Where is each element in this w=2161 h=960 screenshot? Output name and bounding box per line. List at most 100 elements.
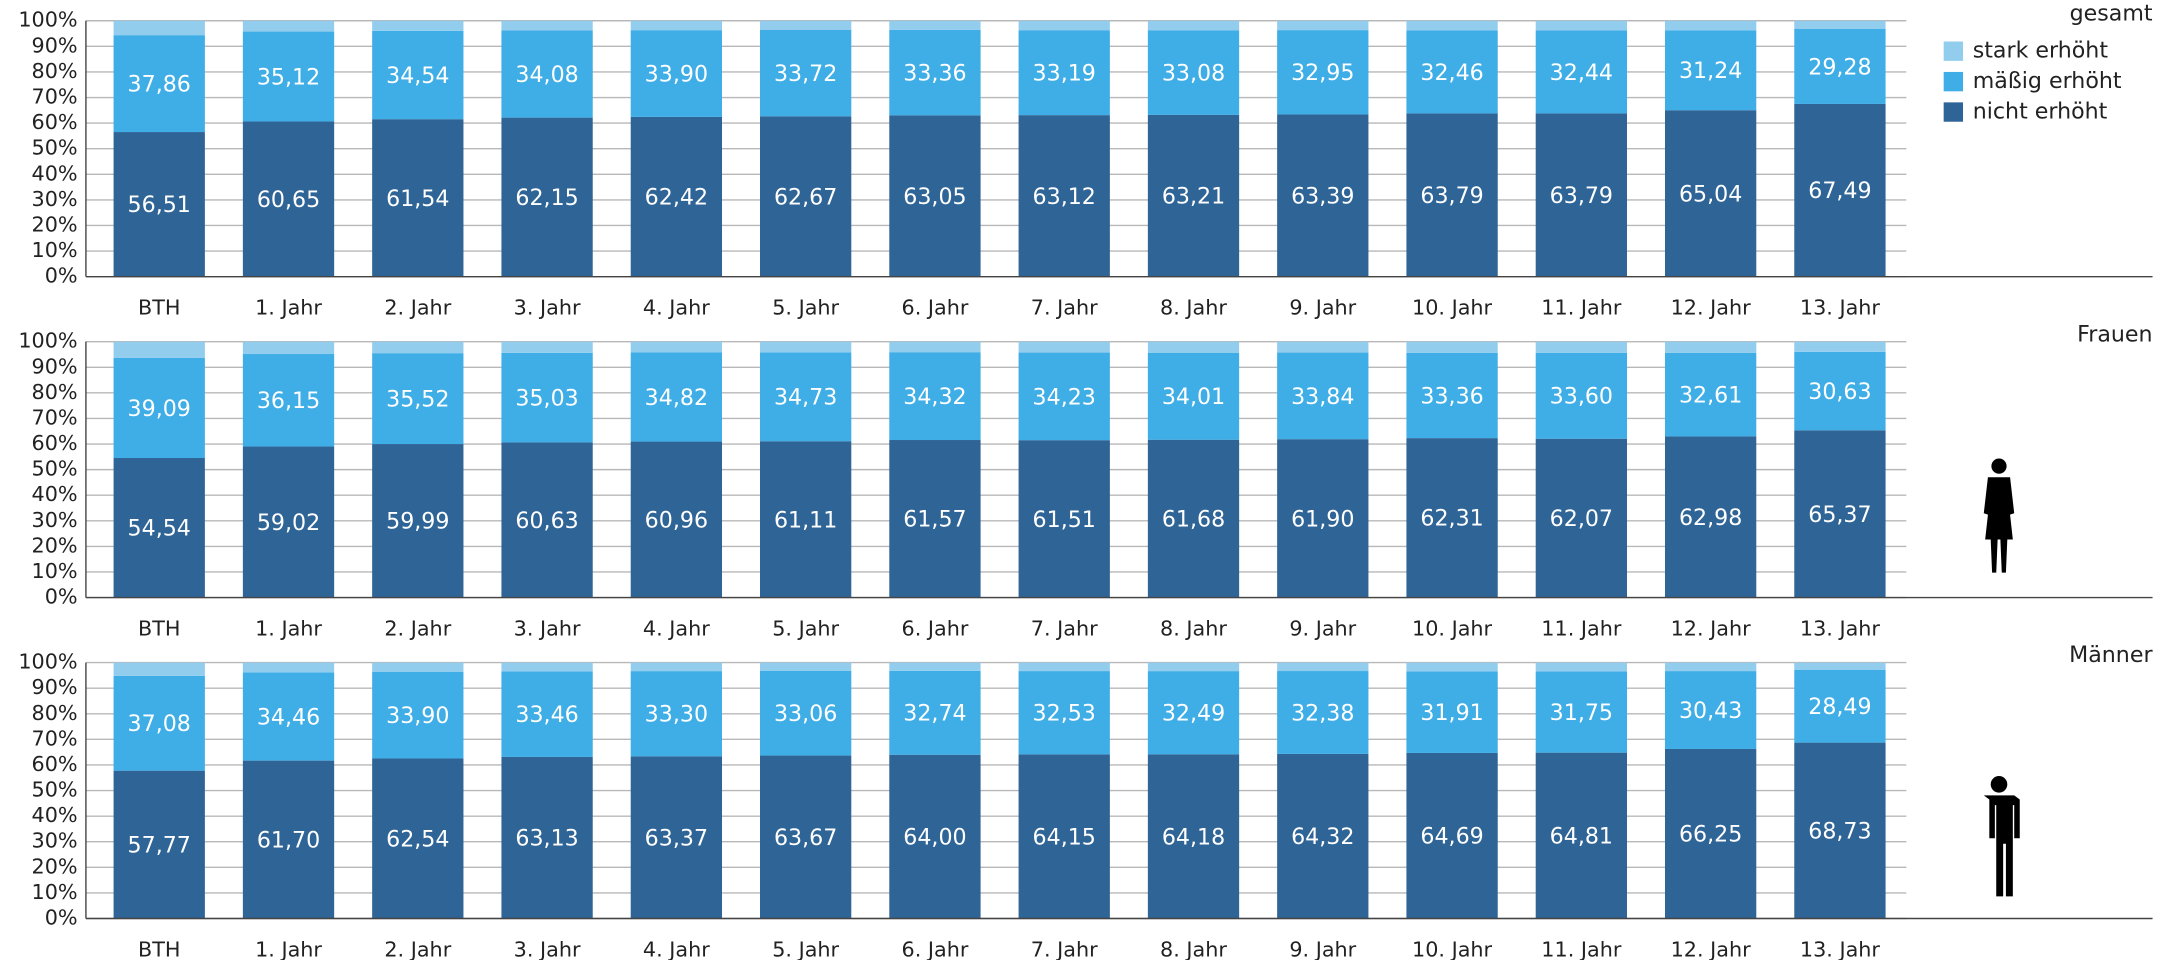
value-label: 62,98 — [1679, 505, 1742, 531]
y-tick-label: 30% — [32, 829, 78, 853]
y-tick-label: 80% — [32, 701, 78, 725]
bar-segment — [113, 341, 205, 358]
y-tick-label: 90% — [32, 354, 78, 378]
bar-segment — [889, 29, 981, 116]
x-tick-label: 10. Jahr — [1412, 616, 1493, 640]
bar-segment — [760, 341, 852, 353]
value-label: 32,95 — [1291, 60, 1354, 86]
value-label: 33,84 — [1291, 384, 1354, 410]
value-label: 33,72 — [774, 61, 837, 87]
bar-segment — [1664, 341, 1757, 353]
y-tick-label: 10% — [32, 880, 78, 904]
value-label: 67,49 — [1808, 178, 1871, 204]
bar-segment — [1147, 662, 1240, 672]
bar-segment — [1277, 20, 1369, 31]
bar-segment — [372, 119, 464, 277]
x-tick-label: 12. Jahr — [1671, 616, 1752, 640]
value-label: 64,18 — [1162, 824, 1225, 850]
value-label: 30,43 — [1679, 698, 1742, 724]
bar-segment — [1018, 662, 1110, 672]
value-label: 29,28 — [1808, 54, 1871, 80]
legend-swatch — [1943, 102, 1964, 122]
value-label: 63,37 — [645, 825, 708, 851]
bar-segment — [760, 670, 852, 756]
value-label: 35,03 — [515, 385, 578, 411]
bar-segment — [501, 117, 593, 277]
bar-segment — [760, 352, 852, 442]
bar-segment — [1277, 114, 1369, 277]
legend-label: stark erhöht — [1973, 38, 2109, 64]
y-tick-label: 60% — [32, 752, 78, 776]
y-tick-label: 0% — [45, 906, 78, 930]
value-label: 33,36 — [903, 61, 966, 87]
bar-segment — [1147, 754, 1240, 919]
bar-segment — [1277, 439, 1369, 598]
value-label: 61,11 — [774, 507, 837, 533]
value-label: 65,37 — [1808, 502, 1871, 528]
bar-segment — [113, 20, 205, 36]
y-tick-label: 50% — [32, 457, 78, 481]
value-label: 64,15 — [1033, 824, 1096, 850]
bar-segment — [1147, 341, 1240, 353]
chart-title: Männer — [2069, 642, 2153, 668]
value-label: 34,01 — [1162, 384, 1225, 410]
bar-segment — [501, 30, 593, 118]
bar-segment — [1147, 352, 1240, 440]
bar-segment — [1018, 341, 1110, 353]
value-label: 31,75 — [1550, 700, 1613, 726]
bar-segment — [1147, 439, 1240, 598]
legend-label: mäßig erhöht — [1973, 68, 2122, 94]
bar-segment — [501, 20, 593, 31]
y-tick-label: 50% — [32, 778, 78, 802]
value-label: 33,06 — [774, 701, 837, 727]
bar-segment — [760, 441, 852, 598]
bar-segment — [372, 671, 464, 759]
x-tick-label: 11. Jahr — [1541, 937, 1622, 960]
value-label: 33,19 — [1033, 61, 1096, 87]
bar-segment — [889, 440, 981, 598]
value-label: 33,90 — [645, 61, 708, 87]
value-label: 32,61 — [1679, 383, 1742, 409]
bar-segment — [501, 352, 593, 443]
x-tick-label: 2. Jahr — [384, 937, 451, 960]
bar-segment — [242, 31, 335, 122]
bar-segment — [1664, 352, 1757, 437]
y-tick-label: 10% — [32, 559, 78, 583]
x-tick-label: 3. Jahr — [514, 295, 581, 319]
value-label: 32,46 — [1420, 60, 1483, 86]
bar-segment — [1794, 341, 1886, 352]
y-tick-label: 20% — [32, 533, 78, 557]
bar-segment — [630, 756, 723, 919]
value-label: 63,12 — [1033, 184, 1096, 210]
x-tick-label: 6. Jahr — [901, 937, 968, 960]
y-tick-label: 60% — [32, 431, 78, 455]
bar-segment — [630, 671, 723, 757]
x-tick-label: 13. Jahr — [1800, 616, 1881, 640]
value-label: 34,54 — [386, 63, 449, 89]
bar-segment — [1018, 671, 1110, 755]
value-label: 61,54 — [386, 186, 449, 212]
bar-segment — [1535, 352, 1628, 439]
bar-segment — [372, 341, 464, 354]
value-label: 34,82 — [645, 385, 708, 411]
bar-segment — [1147, 20, 1240, 31]
value-label: 64,81 — [1550, 823, 1613, 849]
bar-segment — [1018, 30, 1110, 116]
x-tick-label: 7. Jahr — [1031, 616, 1098, 640]
value-label: 64,32 — [1291, 824, 1354, 850]
bar-segment — [501, 662, 593, 672]
value-label: 33,46 — [515, 702, 578, 728]
bar-segment — [1794, 662, 1886, 670]
y-tick-label: 40% — [32, 803, 78, 827]
x-tick-label: 4. Jahr — [643, 295, 710, 319]
value-label: 30,63 — [1808, 379, 1871, 405]
x-tick-label: 6. Jahr — [901, 616, 968, 640]
x-tick-label: 8. Jahr — [1160, 616, 1227, 640]
x-tick-label: 6. Jahr — [901, 295, 968, 319]
x-tick-label: 5. Jahr — [772, 937, 839, 960]
bar-segment — [760, 29, 852, 117]
bar-segment — [372, 444, 464, 598]
bar-segment — [113, 662, 205, 676]
bar-segment — [1277, 341, 1369, 353]
